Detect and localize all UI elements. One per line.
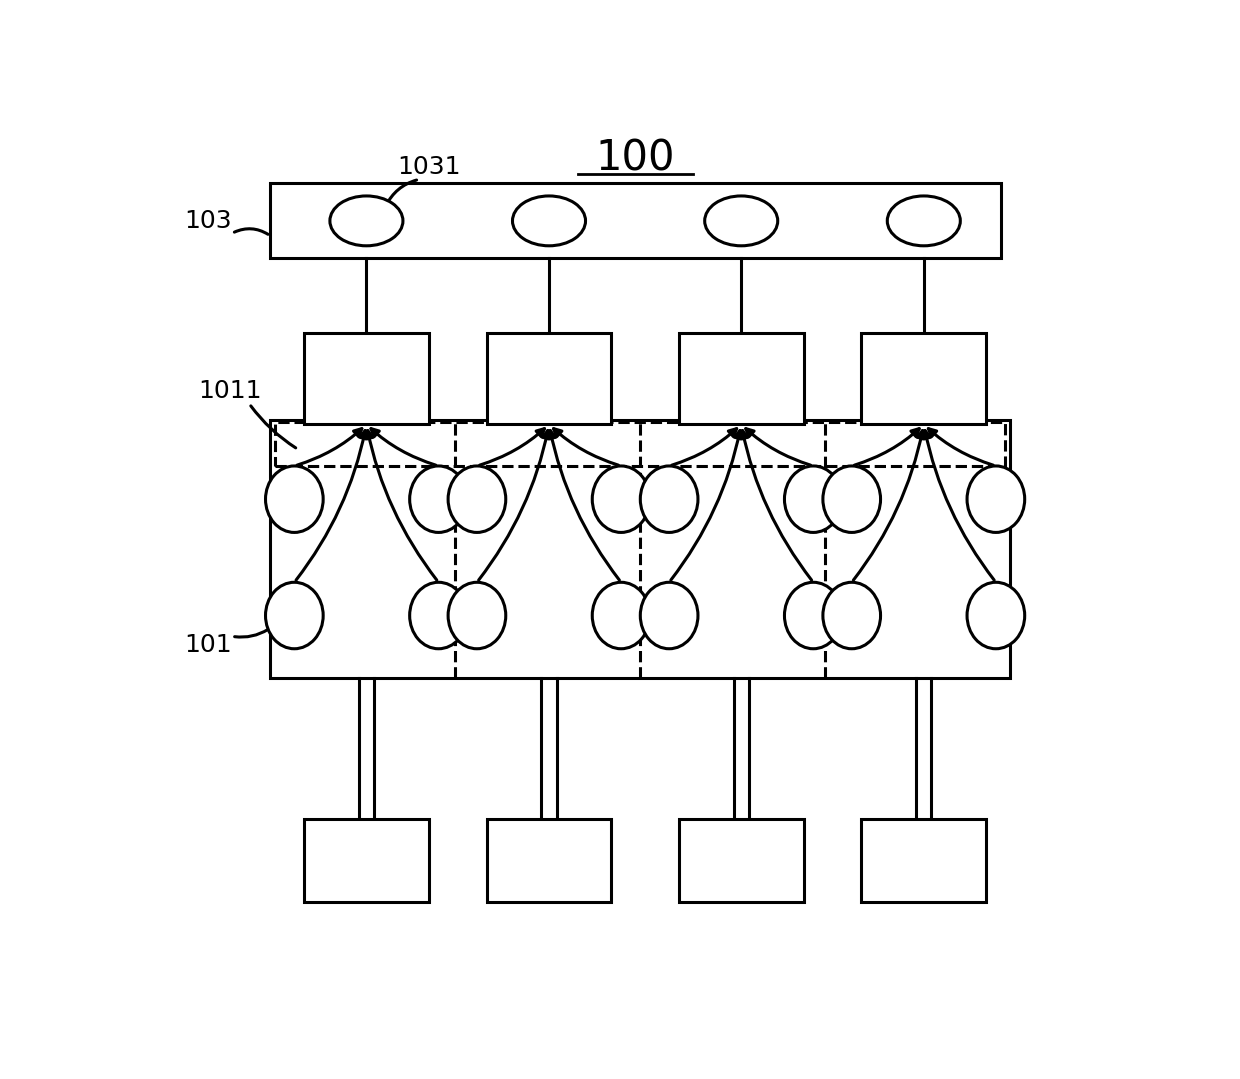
Text: 1031: 1031 — [397, 155, 460, 179]
Bar — [304, 819, 429, 902]
Bar — [678, 819, 804, 902]
Bar — [304, 333, 429, 424]
Text: 102: 102 — [717, 363, 765, 386]
Text: 102: 102 — [900, 363, 947, 386]
Ellipse shape — [409, 583, 467, 648]
Bar — [862, 819, 986, 902]
Ellipse shape — [823, 583, 880, 648]
Ellipse shape — [888, 196, 960, 246]
Ellipse shape — [640, 583, 698, 648]
Text: 104: 104 — [717, 845, 765, 870]
Ellipse shape — [967, 583, 1024, 648]
Bar — [678, 333, 804, 424]
Text: 104: 104 — [525, 845, 573, 870]
Ellipse shape — [593, 466, 650, 532]
Ellipse shape — [330, 196, 403, 246]
Bar — [862, 333, 986, 424]
Ellipse shape — [265, 466, 324, 532]
Ellipse shape — [785, 466, 842, 532]
Bar — [275, 422, 1006, 466]
Text: 104: 104 — [342, 845, 391, 870]
Bar — [486, 333, 611, 424]
Ellipse shape — [704, 196, 777, 246]
Text: 1011: 1011 — [198, 379, 262, 404]
Ellipse shape — [967, 466, 1024, 532]
Ellipse shape — [823, 466, 880, 532]
Text: 103: 103 — [184, 209, 232, 233]
Text: 100: 100 — [595, 137, 676, 179]
Ellipse shape — [640, 466, 698, 532]
Ellipse shape — [785, 583, 842, 648]
Text: 101: 101 — [184, 632, 232, 657]
Ellipse shape — [409, 466, 467, 532]
Bar — [270, 420, 1011, 678]
Ellipse shape — [593, 583, 650, 648]
Bar — [486, 819, 611, 902]
Text: 102: 102 — [525, 363, 573, 386]
Text: 104: 104 — [900, 845, 947, 870]
Ellipse shape — [512, 196, 585, 246]
Text: 102: 102 — [342, 363, 391, 386]
Ellipse shape — [265, 583, 324, 648]
Bar — [270, 183, 1001, 258]
Ellipse shape — [448, 466, 506, 532]
Ellipse shape — [448, 583, 506, 648]
